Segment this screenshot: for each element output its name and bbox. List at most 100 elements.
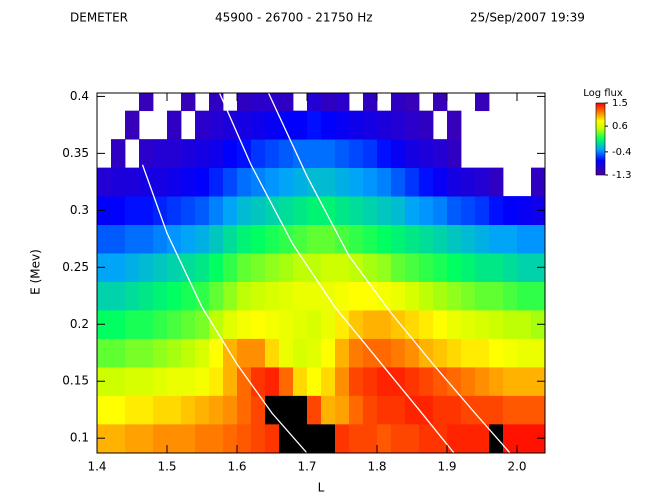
heatmap-cell (237, 395, 252, 425)
heatmap-cell (139, 167, 154, 197)
heatmap-cell (419, 423, 434, 453)
heatmap-cell (433, 423, 448, 453)
heatmap-cell (307, 395, 322, 425)
heatmap-cell (251, 310, 266, 339)
model-curve (267, 93, 511, 453)
heatmap-cell (265, 281, 280, 311)
heatmap-cell (363, 253, 378, 282)
heatmap-cell (111, 139, 126, 169)
heatmap-cell (489, 366, 504, 396)
y-tick-label: 0.1 (70, 431, 89, 445)
heatmap-cell (153, 167, 168, 197)
heatmap-cell (251, 196, 266, 225)
heatmap-cell (517, 196, 532, 225)
heatmap-cell (167, 167, 182, 197)
heatmap-cell (223, 224, 238, 254)
heatmap-cell (125, 310, 140, 339)
heatmap-cell (531, 281, 545, 311)
heatmap-cell (167, 253, 182, 282)
heatmap-cell (209, 423, 224, 453)
heatmap-cell (125, 196, 140, 225)
heatmap-cell (153, 338, 168, 368)
heatmap-cell (251, 93, 266, 112)
heatmap-cell (223, 139, 238, 169)
heatmap-cell (447, 196, 462, 225)
heatmap-cell (377, 167, 392, 197)
heatmap-cell (335, 196, 350, 225)
heatmap-cell (517, 366, 532, 396)
heatmap-cell (349, 281, 364, 311)
heatmap-cell (181, 167, 196, 197)
heatmap-cell (251, 338, 266, 368)
heatmap-cell (293, 366, 308, 396)
heatmap-cell (293, 423, 308, 453)
heatmap-cell (349, 338, 364, 368)
heatmap-cell (503, 224, 518, 254)
heatmap-cell (405, 310, 420, 339)
heatmap-cell (419, 196, 434, 225)
colorbar-tick-label: 1.5 (612, 98, 628, 109)
heatmap-cell (307, 338, 322, 368)
heatmap-cell (111, 224, 126, 254)
heatmap-cell (363, 366, 378, 396)
heatmap-cell (377, 366, 392, 396)
y-tick-label: 0.25 (62, 260, 89, 274)
x-tick-label: 1.7 (297, 460, 316, 474)
heatmap-cell (125, 423, 140, 453)
heatmap-cell (195, 253, 210, 282)
heatmap-cell (503, 366, 518, 396)
heatmap-cell (517, 310, 532, 339)
heatmap-cell (223, 253, 238, 282)
heatmap-cell (349, 196, 364, 225)
heatmap-cell (517, 423, 532, 453)
heatmap-cell (321, 167, 336, 197)
heatmap-cell (153, 139, 168, 169)
heatmap-cell (209, 310, 224, 339)
heatmap-cell (461, 366, 476, 396)
heatmap-cell (461, 196, 476, 225)
heatmap-cell (251, 167, 266, 197)
heatmap-cell (125, 167, 140, 197)
heatmap-cell (475, 93, 490, 112)
heatmap-cell (223, 110, 238, 140)
heatmap-cell (335, 167, 350, 197)
colorbar-tick-label: -0.4 (612, 147, 632, 158)
heatmap-cell (293, 310, 308, 339)
heatmap-cell (391, 395, 406, 425)
heatmap-cell (391, 93, 406, 112)
heatmap-cell (307, 253, 322, 282)
heatmap-cell (517, 224, 532, 254)
heatmap-cell (293, 224, 308, 254)
heatmap-cell (419, 139, 434, 169)
heatmap-cell (433, 224, 448, 254)
heatmap-cell (97, 395, 112, 425)
heatmap-cell (335, 395, 350, 425)
heatmap-cell (195, 110, 210, 140)
heatmap-cell (517, 395, 532, 425)
heatmap-cell (433, 281, 448, 311)
heatmap-cell (167, 338, 182, 368)
heatmap-cell (293, 167, 308, 197)
heatmap-cell (237, 93, 252, 112)
heatmap-cell (125, 366, 140, 396)
heatmap-cell (195, 366, 210, 396)
heatmap-cell (363, 224, 378, 254)
colorbar-tick-label: -1.3 (612, 170, 632, 181)
heatmap-cell (293, 196, 308, 225)
heatmap-cell (307, 423, 322, 453)
heatmap-cell (405, 224, 420, 254)
x-tick-label: 1.9 (437, 460, 456, 474)
heatmap-cell (139, 310, 154, 339)
heatmap-cell (475, 366, 490, 396)
heatmap-cell (461, 310, 476, 339)
heatmap-cell (335, 310, 350, 339)
heatmap-cell (251, 395, 266, 425)
heatmap-cell (153, 423, 168, 453)
x-tick-label: 2.0 (507, 460, 526, 474)
heatmap-cell (321, 253, 336, 282)
heatmap-cell (279, 139, 294, 169)
heatmap-cell (321, 366, 336, 396)
heatmap-cell (475, 395, 490, 425)
heatmap-cell (265, 310, 280, 339)
heatmap-cell (307, 139, 322, 169)
